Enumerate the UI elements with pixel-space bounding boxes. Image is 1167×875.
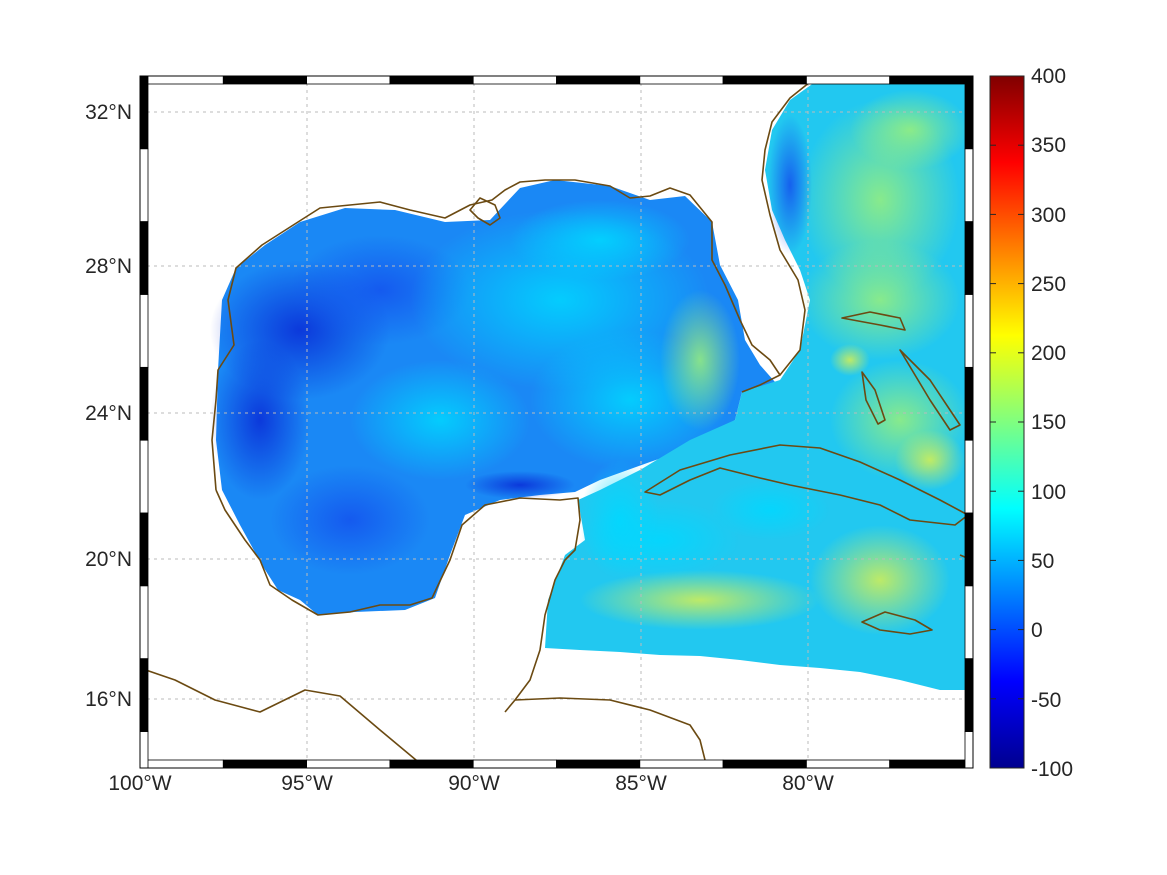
lon-tick-label: 95°W	[281, 772, 333, 795]
coastlines	[140, 77, 973, 768]
frame-segment	[806, 759, 891, 769]
frame-segment	[222, 75, 308, 85]
frame-segment	[639, 75, 724, 85]
colorbar-tick-label: 350	[1031, 134, 1066, 157]
bahamas-andros	[861, 371, 886, 425]
central-america-coast	[140, 667, 427, 768]
frame-segment	[139, 75, 224, 85]
lat-tick-label: 28°N	[85, 255, 132, 278]
lon-tick-label: 85°W	[615, 772, 667, 795]
colorbar-tick-label: 300	[1031, 204, 1066, 227]
colorbar-tick-label: -100	[1031, 758, 1073, 781]
colorbar-tick-label: 150	[1031, 411, 1066, 434]
frame-segment	[139, 585, 149, 660]
honduras-coast	[514, 697, 706, 761]
lon-tick-label: 90°W	[448, 772, 500, 795]
frame-segment	[722, 75, 807, 85]
colorbar-tick-label: 400	[1031, 65, 1066, 88]
colorbar-ticks	[990, 75, 1024, 769]
frame-segment	[556, 75, 641, 85]
frame-segment	[964, 366, 974, 441]
frame-segment	[139, 512, 149, 587]
frame-segment	[139, 658, 149, 732]
frame-segment	[964, 75, 974, 150]
frame-segment	[964, 585, 974, 660]
frame-segment	[964, 512, 974, 587]
frame-segment	[139, 439, 149, 514]
colorbar-tick-label: -50	[1031, 689, 1061, 712]
frame-segment	[722, 759, 807, 769]
colorbar-tick-label: 0	[1031, 619, 1043, 642]
colorbar-tick-label: 100	[1031, 481, 1066, 504]
frame-segment	[139, 75, 149, 150]
data-field	[140, 76, 973, 768]
lon-tick-label: 100°W	[108, 772, 171, 795]
lon-tick-labels: 100°W 95°W 90°W 85°W 80°W	[108, 772, 834, 795]
lat-tick-labels: 32°N 28°N 24°N 20°N 16°N	[85, 101, 132, 711]
jamaica	[861, 611, 933, 635]
frame-segment	[964, 221, 974, 295]
lon-tick-label: 80°W	[782, 772, 834, 795]
cuba	[644, 444, 969, 526]
lat-tick-label: 20°N	[85, 548, 132, 571]
frame-segment	[472, 759, 557, 769]
frame-segment	[889, 75, 974, 85]
frame-segment	[964, 294, 974, 368]
frame-segment	[889, 759, 974, 769]
colorbar-tick-label: 50	[1031, 550, 1054, 573]
frame-segment	[306, 75, 391, 85]
lat-tick-label: 32°N	[85, 101, 132, 124]
frame-segment	[964, 439, 974, 514]
frame-segment	[306, 759, 391, 769]
mexico-coast	[215, 489, 581, 713]
bahamas-north	[841, 311, 961, 431]
colorbar-tick-labels: 400 350 300 250 200 150 100 50 0 -50 -10…	[1031, 65, 1073, 781]
frame-segment	[139, 221, 149, 295]
colorbar-tick-label: 250	[1031, 273, 1066, 296]
frame-segment	[139, 294, 149, 368]
colorbar-tick-label: 200	[1031, 342, 1066, 365]
map-frame	[139, 75, 974, 769]
frame-segment	[139, 366, 149, 441]
frame-segment	[472, 75, 557, 85]
frame-segment	[139, 731, 149, 769]
lat-tick-label: 16°N	[85, 688, 132, 711]
lat-tick-label: 24°N	[85, 402, 132, 425]
frame-segment	[964, 731, 974, 769]
frame-segment	[556, 759, 641, 769]
frame-segment	[222, 759, 308, 769]
frame-segment	[964, 148, 974, 223]
frame-segment	[639, 759, 724, 769]
mississippi-delta	[469, 197, 501, 226]
frame-segment	[389, 759, 474, 769]
frame-segment	[389, 75, 474, 85]
us-gulf-coast	[211, 179, 781, 491]
florida-east-coast	[761, 77, 816, 376]
frame-segment	[964, 658, 974, 732]
frame-segment	[139, 759, 224, 769]
frame-segment	[806, 75, 891, 85]
frame-segment	[139, 148, 149, 223]
frame-outline	[139, 75, 974, 769]
gridlines	[140, 76, 973, 768]
